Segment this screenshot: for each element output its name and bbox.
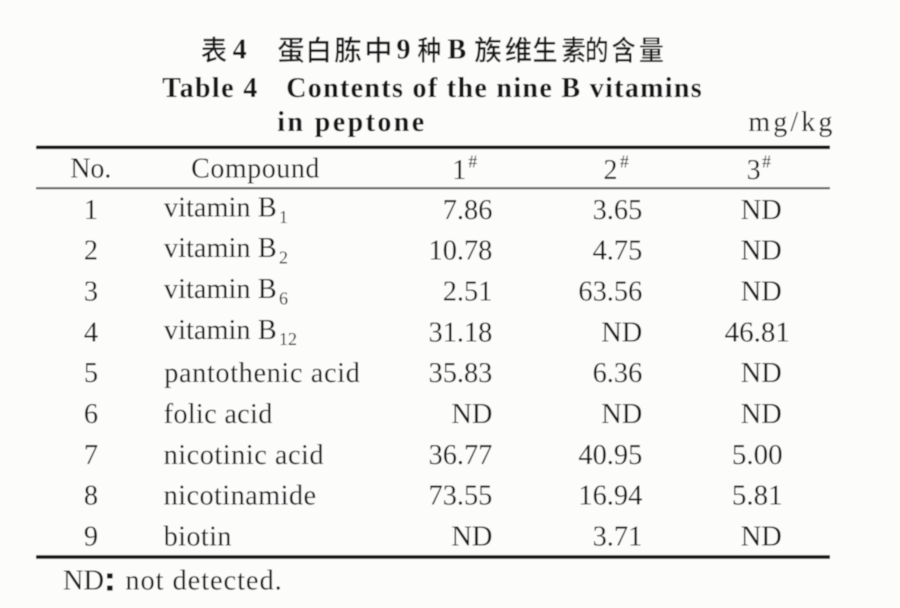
svg-text:1: 1 xyxy=(279,207,288,227)
svg-text:ND: ND xyxy=(741,358,782,389)
svg-text:7: 7 xyxy=(84,440,98,471)
svg-text:ND: ND xyxy=(601,317,642,348)
svg-text:ND: ND xyxy=(451,399,492,430)
svg-text:3: 3 xyxy=(747,155,761,186)
svg-text:in peptone: in peptone xyxy=(277,107,424,138)
svg-text:ND: ND xyxy=(741,277,782,308)
svg-text:vitamin B: vitamin B xyxy=(164,192,277,223)
svg-text:ND: ND xyxy=(741,399,782,430)
svg-text:#: # xyxy=(620,152,629,172)
svg-text:Table 4: Table 4 xyxy=(162,73,257,104)
svg-text:9: 9 xyxy=(397,35,411,66)
svg-text:12: 12 xyxy=(279,329,297,349)
svg-text:not detected.: not detected. xyxy=(125,566,281,597)
svg-text:10.78: 10.78 xyxy=(429,236,493,267)
svg-text:6.36: 6.36 xyxy=(593,358,643,389)
svg-text:73.55: 73.55 xyxy=(429,481,493,512)
svg-text:16.94: 16.94 xyxy=(578,481,642,512)
svg-text:No.: No. xyxy=(70,154,111,185)
svg-text:mg/kg: mg/kg xyxy=(748,107,832,138)
svg-text:ND: ND xyxy=(741,236,782,267)
svg-text:#: # xyxy=(762,152,771,172)
svg-text:2.51: 2.51 xyxy=(443,277,493,308)
svg-text:46.81: 46.81 xyxy=(725,316,790,348)
svg-text:B: B xyxy=(448,35,467,66)
svg-text:ND: ND xyxy=(741,521,782,552)
svg-text:40.95: 40.95 xyxy=(578,440,642,471)
svg-text:Compound: Compound xyxy=(191,154,319,185)
svg-text:vitamin B: vitamin B xyxy=(164,274,277,305)
svg-text:3.65: 3.65 xyxy=(593,195,643,226)
svg-text:1: 1 xyxy=(452,155,466,186)
svg-text:5.00: 5.00 xyxy=(732,439,783,471)
svg-text:6: 6 xyxy=(279,288,288,308)
svg-text:biotin: biotin xyxy=(164,521,232,552)
svg-text:ND: ND xyxy=(63,566,104,597)
svg-text:folic acid: folic acid xyxy=(164,399,273,430)
svg-text:9: 9 xyxy=(84,521,98,552)
svg-text:4: 4 xyxy=(84,317,98,348)
svg-text:nicotinamide: nicotinamide xyxy=(164,481,317,512)
svg-text:vitamin B: vitamin B xyxy=(164,233,277,264)
svg-text:ND: ND xyxy=(601,399,642,430)
svg-text:2: 2 xyxy=(84,236,98,267)
svg-text:35.83: 35.83 xyxy=(429,358,493,389)
svg-text:63.56: 63.56 xyxy=(578,277,642,308)
svg-text:Contents of the nine B vitamin: Contents of the nine B vitamins xyxy=(286,73,702,104)
svg-text:3: 3 xyxy=(84,277,98,308)
svg-text:4.75: 4.75 xyxy=(593,236,643,267)
svg-text:6: 6 xyxy=(84,399,98,430)
svg-text:1: 1 xyxy=(84,195,98,226)
svg-text:5.81: 5.81 xyxy=(732,480,783,512)
svg-text:31.18: 31.18 xyxy=(429,317,493,348)
svg-text:3.71: 3.71 xyxy=(593,521,643,552)
svg-text:ND: ND xyxy=(451,521,492,552)
svg-text:36.77: 36.77 xyxy=(429,440,493,471)
svg-text:vitamin B: vitamin B xyxy=(164,315,277,346)
svg-text:8: 8 xyxy=(84,481,98,512)
svg-text:4: 4 xyxy=(233,35,247,66)
svg-text:#: # xyxy=(468,152,477,172)
svg-text:5: 5 xyxy=(84,358,98,389)
svg-text:7.86: 7.86 xyxy=(443,195,493,226)
svg-text:2: 2 xyxy=(279,248,288,268)
svg-text:pantothenic acid: pantothenic acid xyxy=(164,358,360,389)
svg-text:ND: ND xyxy=(741,195,782,226)
svg-text:2: 2 xyxy=(604,155,618,186)
svg-text:nicotinic acid: nicotinic acid xyxy=(164,440,324,471)
